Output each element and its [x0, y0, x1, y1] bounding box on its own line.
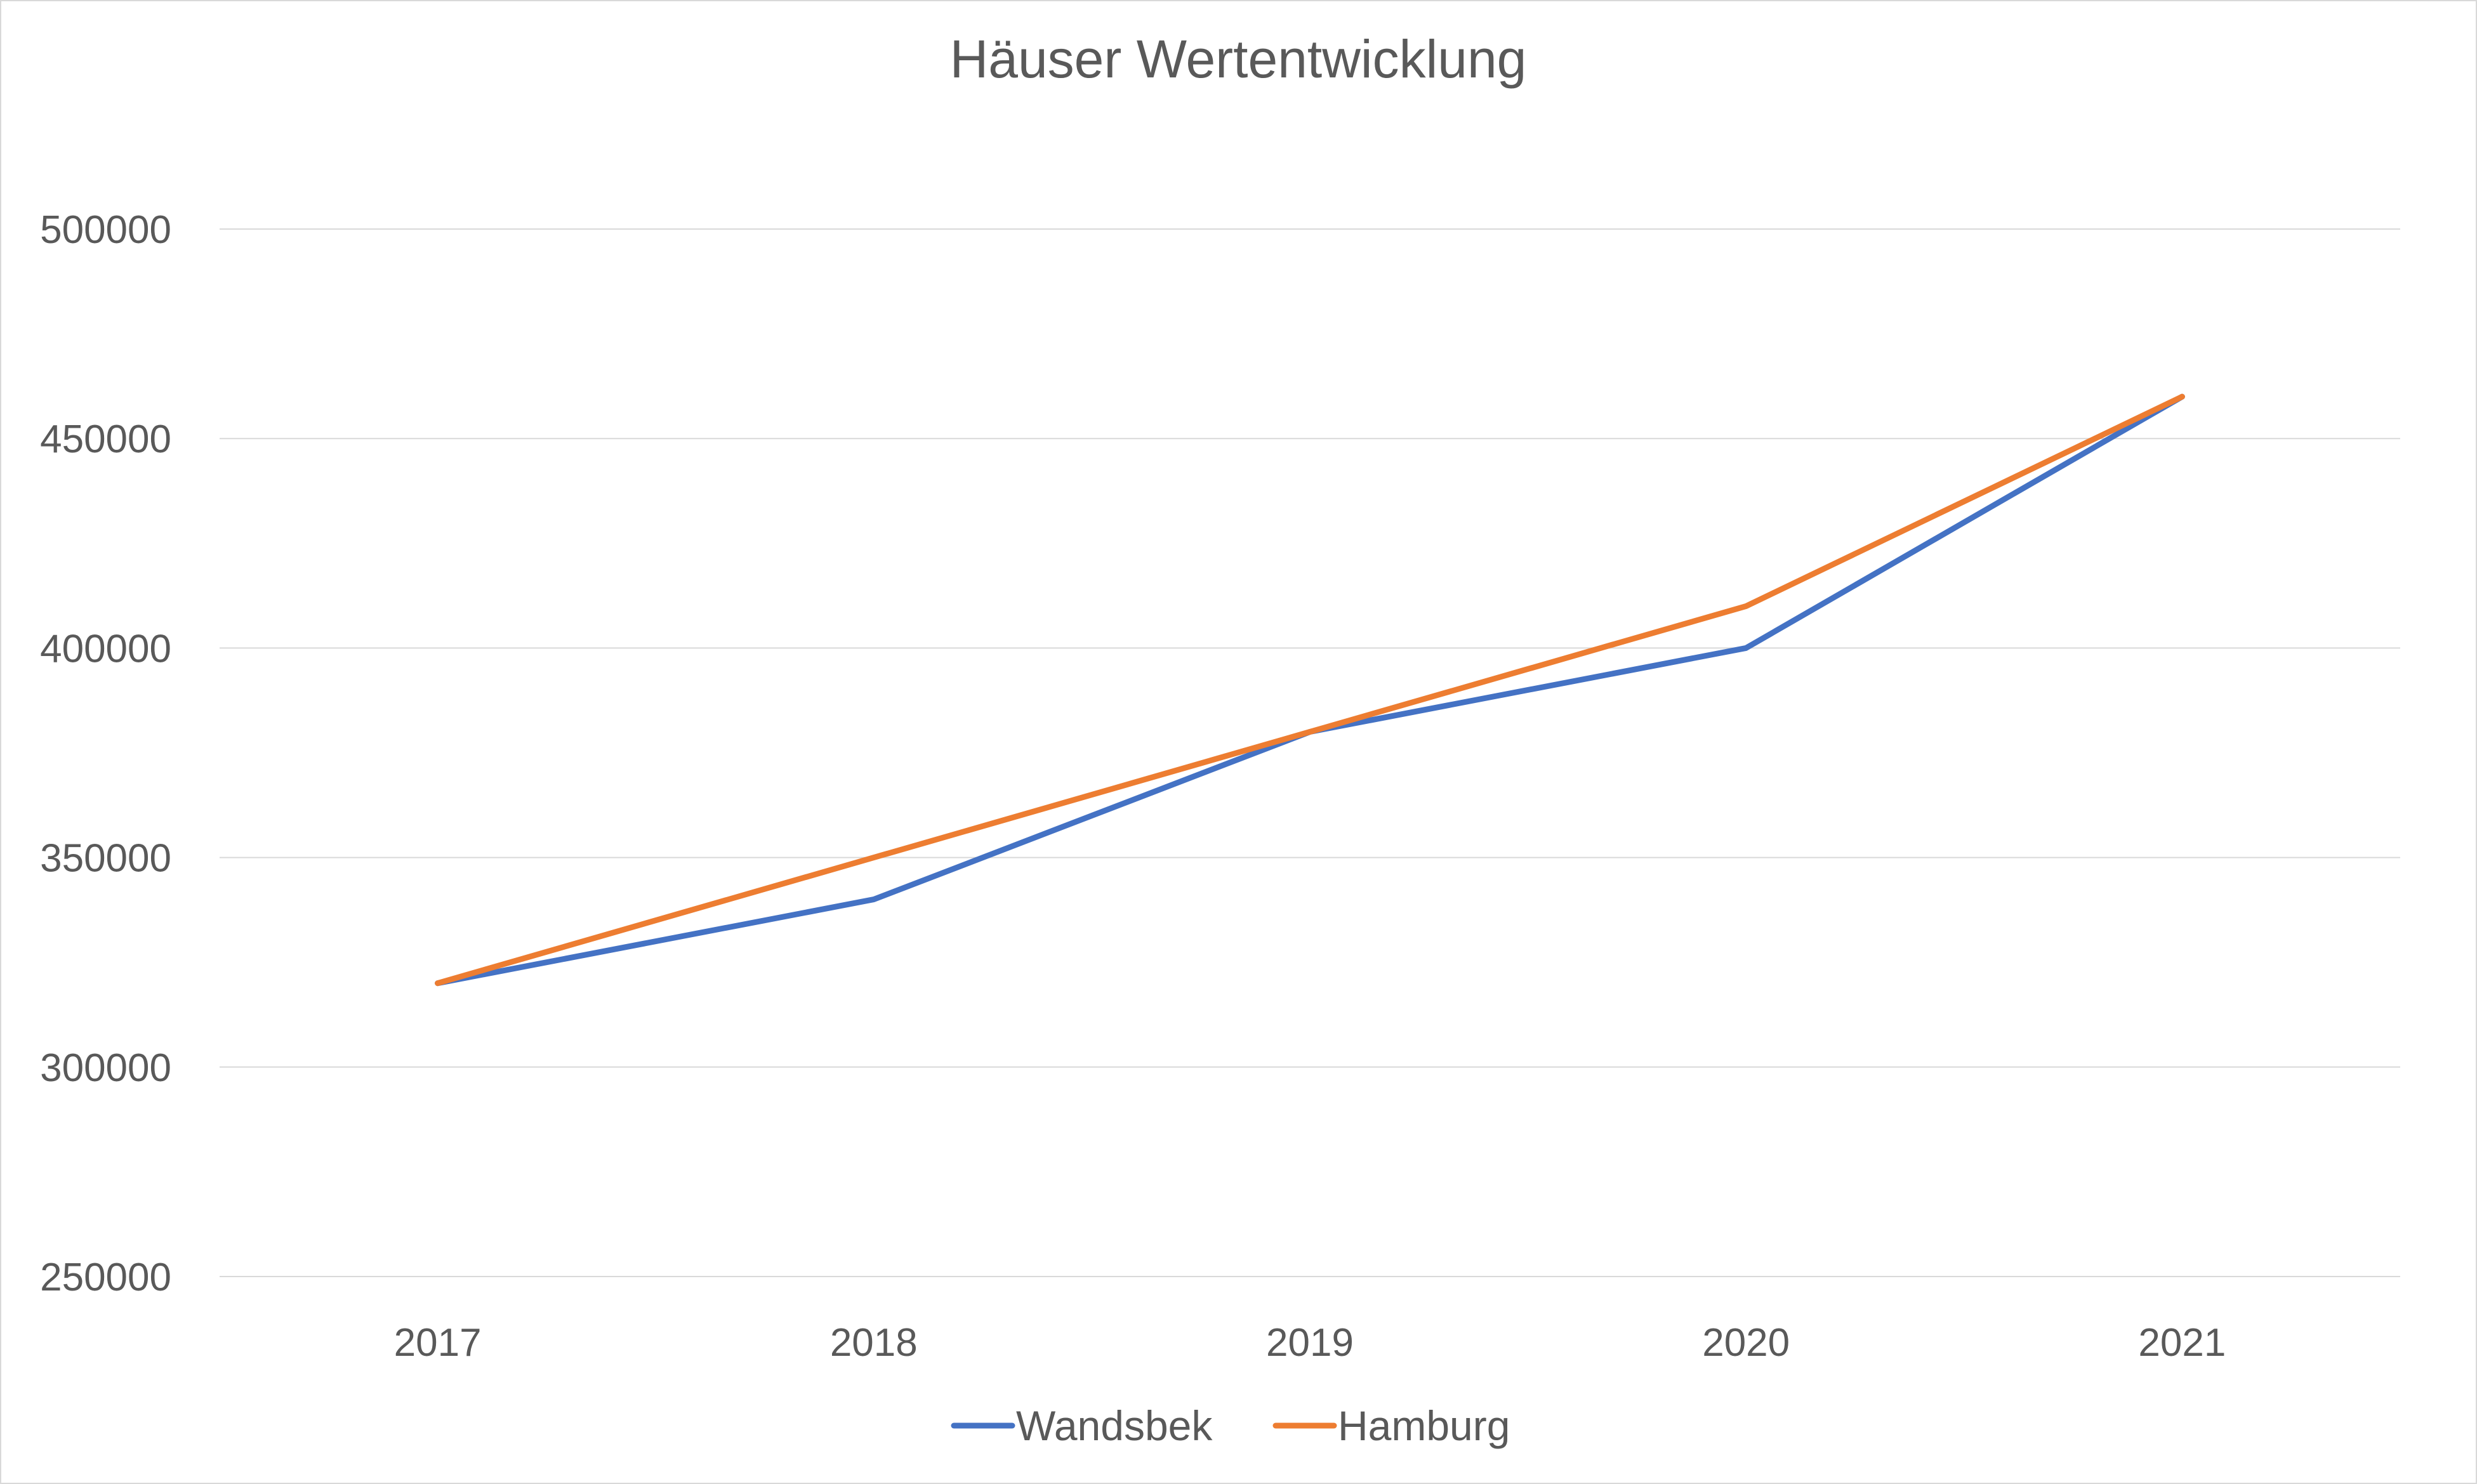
y-tick-label: 500000 [40, 208, 171, 252]
y-tick-label: 450000 [40, 417, 171, 461]
series-line-hamburg [435, 393, 2185, 987]
y-tick-label: 350000 [40, 837, 171, 881]
legend-label: Wandsbek [1016, 1402, 1213, 1449]
x-tick-label: 2018 [830, 1321, 918, 1365]
series-line-wandsbek [435, 393, 2185, 987]
y-tick-label: 250000 [40, 1256, 171, 1299]
y-tick-label: 300000 [40, 1046, 171, 1090]
legend: Wandsbek Hamburg [951, 1402, 1510, 1449]
y-axis-tick-labels: 500000 450000 400000 350000 300000 250000 [40, 208, 171, 1299]
x-axis-tick-labels: 2017 2018 2019 2020 2021 [394, 1321, 2226, 1365]
series-lines [435, 393, 2185, 987]
legend-label: Hamburg [1338, 1402, 1510, 1449]
x-tick-label: 2019 [1266, 1321, 1354, 1365]
gridlines [220, 228, 2400, 1277]
x-tick-label: 2017 [394, 1321, 482, 1365]
y-tick-label: 400000 [40, 627, 171, 671]
chart-title: Häuser Wertentwicklung [950, 29, 1527, 89]
x-tick-label: 2020 [1702, 1321, 1790, 1365]
x-tick-label: 2021 [2138, 1321, 2226, 1365]
